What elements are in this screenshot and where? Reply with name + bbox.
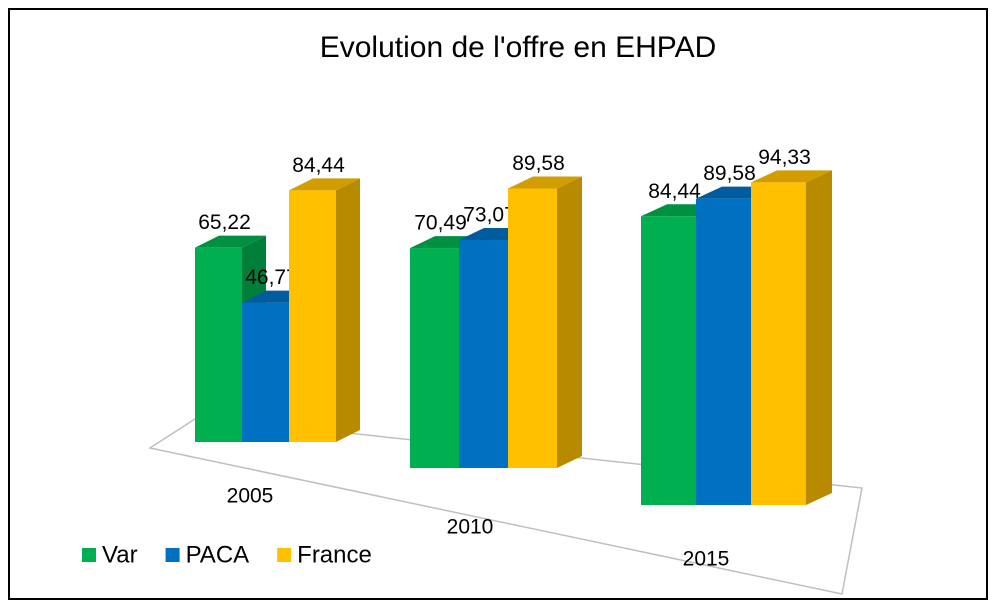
data-label: 65,22 bbox=[198, 211, 251, 234]
data-label: 89,58 bbox=[703, 162, 756, 185]
floor bbox=[148, 416, 863, 595]
data-label: 94,33 bbox=[758, 146, 811, 169]
data-label: 70,49 bbox=[414, 212, 467, 235]
bar bbox=[242, 302, 289, 442]
legend-label: PACA bbox=[186, 541, 250, 568]
data-label: 84,44 bbox=[648, 180, 701, 203]
x-tick-label: 2005 bbox=[227, 485, 274, 508]
legend-swatch bbox=[277, 548, 292, 562]
legend-label: Var bbox=[102, 541, 138, 568]
legend-swatch bbox=[165, 548, 180, 562]
bar-top bbox=[195, 235, 266, 248]
bar bbox=[410, 248, 459, 468]
bar bbox=[508, 188, 557, 468]
bar-side bbox=[557, 176, 582, 468]
bar bbox=[289, 190, 336, 442]
data-label: 73,07 bbox=[463, 204, 516, 227]
bar bbox=[459, 240, 508, 468]
bar-top bbox=[751, 170, 832, 183]
bar-side bbox=[806, 170, 832, 505]
bar bbox=[751, 182, 806, 505]
x-tick-label: 2010 bbox=[447, 516, 494, 539]
chart-title: Evolution de l'offre en EHPAD bbox=[320, 31, 717, 64]
data-label: 89,58 bbox=[512, 152, 565, 175]
bar-top bbox=[508, 176, 582, 189]
data-label: 84,44 bbox=[292, 154, 345, 177]
bar-side bbox=[336, 178, 360, 442]
bar-top bbox=[289, 178, 360, 191]
x-tick-label: 2015 bbox=[683, 548, 730, 571]
bar bbox=[641, 216, 696, 505]
data-label: 46,77 bbox=[245, 266, 298, 289]
legend-swatch bbox=[82, 548, 96, 562]
bar bbox=[696, 198, 751, 505]
legend-label: France bbox=[297, 541, 372, 568]
bar bbox=[195, 247, 242, 442]
